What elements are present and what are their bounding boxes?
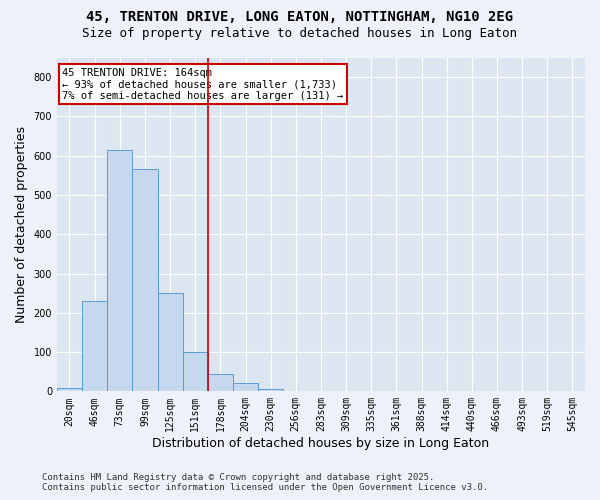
Text: 45 TRENTON DRIVE: 164sqm
← 93% of detached houses are smaller (1,733)
7% of semi: 45 TRENTON DRIVE: 164sqm ← 93% of detach… xyxy=(62,68,343,100)
Text: Contains HM Land Registry data © Crown copyright and database right 2025.
Contai: Contains HM Land Registry data © Crown c… xyxy=(42,473,488,492)
Bar xyxy=(258,390,283,392)
Y-axis label: Number of detached properties: Number of detached properties xyxy=(15,126,28,323)
Bar xyxy=(208,374,233,392)
Bar xyxy=(82,301,107,392)
Bar xyxy=(107,150,133,392)
X-axis label: Distribution of detached houses by size in Long Eaton: Distribution of detached houses by size … xyxy=(152,437,490,450)
Text: 45, TRENTON DRIVE, LONG EATON, NOTTINGHAM, NG10 2EG: 45, TRENTON DRIVE, LONG EATON, NOTTINGHA… xyxy=(86,10,514,24)
Bar xyxy=(158,293,182,392)
Bar xyxy=(57,388,82,392)
Text: Size of property relative to detached houses in Long Eaton: Size of property relative to detached ho… xyxy=(83,28,517,40)
Bar xyxy=(133,170,158,392)
Bar xyxy=(182,352,208,392)
Bar xyxy=(233,384,258,392)
